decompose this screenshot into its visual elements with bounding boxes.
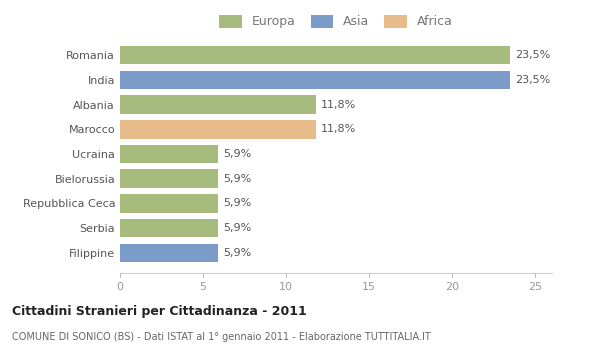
Bar xyxy=(120,71,511,89)
Bar xyxy=(120,169,218,188)
Bar xyxy=(120,244,218,262)
Bar xyxy=(120,46,511,64)
Bar xyxy=(120,219,218,237)
Text: Cittadini Stranieri per Cittadinanza - 2011: Cittadini Stranieri per Cittadinanza - 2… xyxy=(12,304,307,317)
Bar xyxy=(120,194,218,213)
Bar xyxy=(120,145,218,163)
Text: 23,5%: 23,5% xyxy=(515,75,551,85)
Bar xyxy=(120,95,316,114)
Text: 5,9%: 5,9% xyxy=(223,248,251,258)
Legend: Europa, Asia, Africa: Europa, Asia, Africa xyxy=(214,10,458,33)
Text: 23,5%: 23,5% xyxy=(515,50,551,60)
Text: 5,9%: 5,9% xyxy=(223,149,251,159)
Bar xyxy=(120,120,316,139)
Text: 5,9%: 5,9% xyxy=(223,174,251,184)
Text: 11,8%: 11,8% xyxy=(321,99,356,110)
Text: COMUNE DI SONICO (BS) - Dati ISTAT al 1° gennaio 2011 - Elaborazione TUTTITALIA.: COMUNE DI SONICO (BS) - Dati ISTAT al 1°… xyxy=(12,332,431,343)
Text: 11,8%: 11,8% xyxy=(321,124,356,134)
Text: 5,9%: 5,9% xyxy=(223,198,251,209)
Text: 5,9%: 5,9% xyxy=(223,223,251,233)
